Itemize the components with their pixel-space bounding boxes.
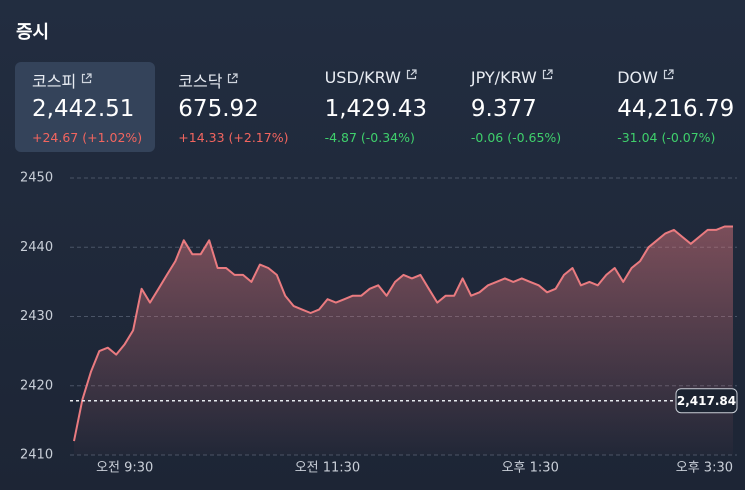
ticker-card[interactable]: 코스닥 675.92 +14.33 (+2.17%) xyxy=(161,62,301,152)
ticker-name-text: 코스닥 xyxy=(178,72,223,91)
ticker-name-text: JPY/KRW xyxy=(470,68,537,87)
ticker-name: 코스닥 xyxy=(178,68,239,92)
y-tick-label: 2450 xyxy=(20,171,53,186)
y-tick-label: 2420 xyxy=(20,378,53,393)
external-link-icon xyxy=(542,69,553,80)
external-link-icon xyxy=(82,73,92,84)
external-link-icon xyxy=(663,69,674,80)
ticker-name: 코스피 xyxy=(32,68,92,92)
x-tick-label: 오전 11:30 xyxy=(295,461,361,476)
widget-title: 증시 xyxy=(16,22,50,43)
area-fill xyxy=(74,226,733,455)
ticker-name: DOW xyxy=(617,68,674,87)
ticker-name-text: 코스피 xyxy=(32,72,77,91)
ticker-value: 2,442.51 xyxy=(32,96,135,122)
ticker-change: +24.67 (+1.02%) xyxy=(32,130,143,145)
ticker-name-text: DOW xyxy=(617,68,658,87)
ticker-name: JPY/KRW xyxy=(471,68,553,87)
ticker-card[interactable]: 코스피 2,442.51 +24.67 (+1.02%) xyxy=(15,62,155,152)
reference-label: 2,417.84 xyxy=(677,394,736,408)
y-tick-label: 2440 xyxy=(20,240,53,255)
ticker-value: 44,216.79 xyxy=(617,96,735,122)
y-tick-label: 2410 xyxy=(20,448,53,463)
ticker-card[interactable]: DOW 44,216.79 -31.04 (-0.07%) xyxy=(600,62,740,152)
ticker-change: -4.87 (-0.34%) xyxy=(324,130,415,145)
ticker-name-text: USD/KRW xyxy=(324,68,401,87)
ticker-card[interactable]: USD/KRW 1,429.43 -4.87 (-0.34%) xyxy=(308,62,448,152)
ticker-value: 9.377 xyxy=(470,96,537,122)
ticker-name: USD/KRW xyxy=(325,68,417,87)
ticker-change: -0.06 (-0.65%) xyxy=(470,130,562,145)
ticker-card[interactable]: JPY/KRW 9.377 -0.06 (-0.65%) xyxy=(454,62,594,152)
reference-label-box xyxy=(675,388,738,414)
external-link-icon xyxy=(406,69,417,80)
price-line xyxy=(73,225,733,442)
x-tick-label: 오후 3:30 xyxy=(676,461,733,476)
external-link-icon xyxy=(228,73,239,84)
ticker-change: -31.04 (-0.07%) xyxy=(617,130,716,145)
ticker-value: 1,429.43 xyxy=(324,96,428,122)
x-tick-label: 오후 1:30 xyxy=(502,461,559,476)
y-tick-label: 2430 xyxy=(20,309,53,324)
ticker-change: +14.33 (+2.17%) xyxy=(178,130,289,145)
ticker-value: 675.92 xyxy=(178,96,259,122)
x-tick-label: 오전 9:30 xyxy=(96,461,153,476)
